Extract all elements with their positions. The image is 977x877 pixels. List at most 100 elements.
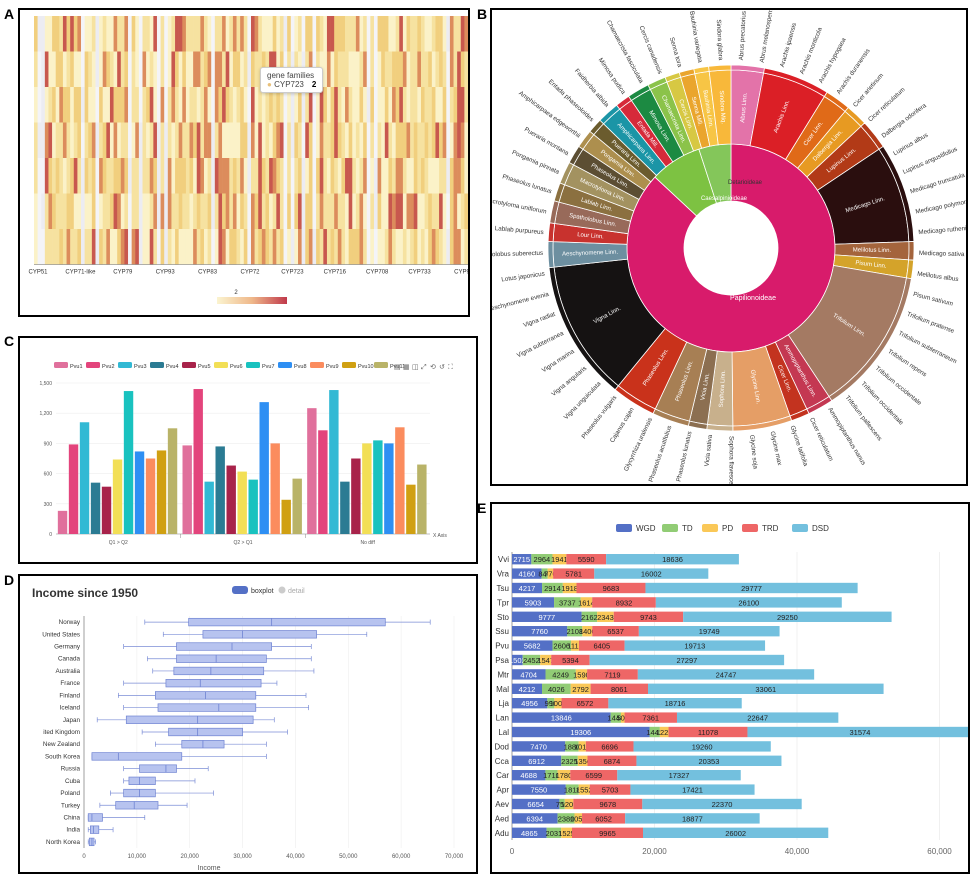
stack-segment <box>576 582 646 594</box>
heatmap-cell <box>240 87 245 123</box>
heatmap-cell <box>431 51 436 87</box>
heatmap-cell <box>359 158 364 194</box>
segment-value-label: 1941 <box>551 555 568 564</box>
stacked-bar-chart[interactable]: WGD TD PD TRD DSD 0 20,000 40,000 60,000 Vvi 2715 2… <box>492 504 968 872</box>
panel-label-a: A <box>4 6 15 22</box>
heatmap-cell <box>464 158 468 194</box>
heatmap-cell <box>189 16 194 52</box>
bar <box>79 422 90 534</box>
segment-value-label: 4956 <box>521 699 538 708</box>
toolbox-icon: ⛶ <box>448 363 453 371</box>
sunburst-species-label: Glycine soja <box>748 434 759 469</box>
heatmap-cell <box>312 122 317 158</box>
heatmap-cell <box>124 87 129 123</box>
bar <box>318 430 328 534</box>
heatmap-cell <box>153 51 158 87</box>
stack-segment <box>557 770 571 781</box>
segment-value-label: 4160 <box>518 570 535 579</box>
legend-label: DSD <box>812 524 829 533</box>
heatmap-cell <box>164 87 169 123</box>
boxplot-panel: Income since 1950 boxplot detail 0 10,000 20… <box>18 574 478 874</box>
sunburst-genus-label: Melilotus Linn. <box>853 247 892 254</box>
heatmap-cell <box>428 229 433 265</box>
heatmap-cell <box>222 158 226 194</box>
stack-segment <box>624 640 766 651</box>
box <box>165 679 262 688</box>
heatmap-cell <box>55 193 60 229</box>
heatmap-cell <box>142 51 147 87</box>
country-label: Norway <box>59 619 81 626</box>
heatmap-cell <box>428 193 433 229</box>
heatmap-cell <box>435 87 440 123</box>
heatmap-cell <box>135 229 140 265</box>
boxplot-chart[interactable]: boxplot detail 0 10,000 20,000 30,000 40,000 50… <box>20 576 476 872</box>
heatmap-cell <box>290 193 295 229</box>
heatmap-cell <box>88 87 93 123</box>
stack-segment <box>659 726 669 738</box>
stack-segment <box>512 654 523 666</box>
heatmap-cell <box>214 229 219 265</box>
stack-segment <box>545 669 576 680</box>
heatmap-cell <box>355 51 360 87</box>
heatmap-cell <box>120 229 125 265</box>
heatmap-cell <box>200 158 205 194</box>
heatmap-cell <box>62 158 67 194</box>
heatmap-cell <box>203 122 208 158</box>
stack-segment <box>512 611 582 622</box>
stack-segment <box>571 640 579 651</box>
stack-segment <box>649 726 660 738</box>
box <box>87 813 103 822</box>
row-label: Vra <box>497 570 510 579</box>
heatmap-cell <box>323 229 328 265</box>
heatmap-cell <box>276 229 281 265</box>
heatmap-cell <box>355 158 360 194</box>
heatmap-cell <box>77 193 82 229</box>
country-label: India <box>66 827 80 834</box>
heatmap-chart[interactable]: CYP51 CYP71-like CYP79 CYP93 CYP83 CYP72 CYP72… <box>20 10 468 315</box>
heatmap-cell <box>200 229 205 265</box>
heatmap-cell <box>377 158 382 194</box>
grouped-bar-chart[interactable]: Pvu1 Pvu2 Pvu3 Pvu4 Pvu5 Pvu6 Pvu7 Pvu8 Pvu9 Pvu1… <box>20 338 476 562</box>
segment-value-label: 7550 <box>531 786 548 795</box>
segment-value-label: 31574 <box>850 728 871 737</box>
heatmap-cell <box>117 51 122 87</box>
heatmap-cell <box>178 229 183 265</box>
x-category-label: No diff <box>360 540 375 546</box>
legend-swatch <box>86 362 100 368</box>
heatmap-cell <box>91 229 96 265</box>
sunburst-chart[interactable]: Papilionoideae Caesalpinioideae Detarioide… <box>492 10 966 484</box>
heatmap-cell <box>406 158 411 194</box>
heatmap-cell <box>341 122 346 158</box>
bar <box>204 481 214 534</box>
heatmap-cell <box>52 158 56 194</box>
segment-value-label: 840 <box>538 570 551 579</box>
segment-value-label: 1112 <box>567 642 583 651</box>
heatmap-cell <box>345 229 349 265</box>
heatmap-cell <box>439 122 443 158</box>
heatmap-cell <box>435 51 440 87</box>
x-tick-label: 40,000 <box>286 854 305 860</box>
heatmap-cell <box>442 193 447 229</box>
heatmap-cell <box>41 122 46 158</box>
heatmap-cell <box>218 16 223 52</box>
heatmap-cell <box>370 87 375 123</box>
heatmap-cell <box>182 87 187 123</box>
heatmap-cell <box>128 87 132 123</box>
heatmap-cell <box>337 51 342 87</box>
heatmap-cell <box>366 158 371 194</box>
segment-value-label: 6874 <box>604 757 621 766</box>
heatmap-cell <box>99 87 104 123</box>
heatmap-cell <box>402 51 407 87</box>
heatmap-cell <box>171 87 176 123</box>
heatmap-cell <box>283 229 288 265</box>
heatmap-cell <box>392 229 396 265</box>
heatmap-cell <box>287 229 292 265</box>
heatmap-cell <box>326 122 331 158</box>
heatmap-cell <box>102 158 107 194</box>
heatmap-cell <box>142 229 147 265</box>
heatmap-cell <box>392 87 396 123</box>
segment-value-label: 1442 <box>646 728 663 737</box>
heatmap-cell <box>413 51 418 87</box>
heatmap-cell <box>442 51 447 87</box>
stack-segment <box>561 698 609 709</box>
